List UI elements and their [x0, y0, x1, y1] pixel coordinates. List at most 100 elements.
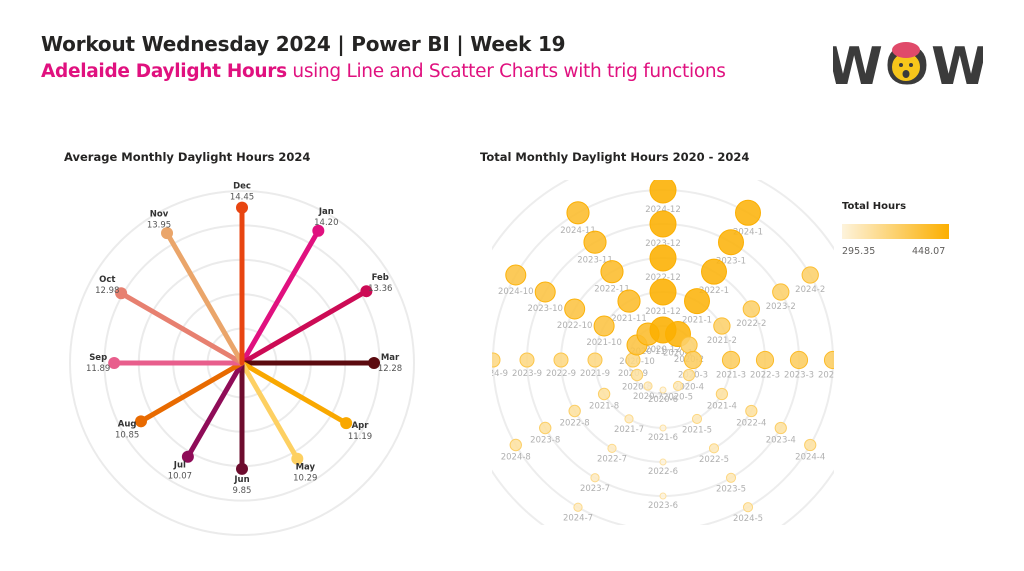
- radial-point-aug[interactable]: [134, 415, 147, 428]
- scatter-point-label: 2024-4: [795, 453, 825, 463]
- emoji-explosion-icon: [892, 42, 920, 58]
- radial-point-jul[interactable]: [181, 450, 194, 463]
- scatter-bubble[interactable]: [607, 443, 617, 453]
- scatter-bubble[interactable]: [742, 300, 760, 318]
- scatter-bubble[interactable]: [649, 180, 677, 204]
- radial-line-feb[interactable]: [239, 288, 369, 366]
- radial-point-sep[interactable]: [108, 357, 121, 369]
- radial-line-nov[interactable]: [164, 230, 245, 366]
- scatter-bubble[interactable]: [659, 424, 667, 432]
- scatter-bubble[interactable]: [590, 473, 600, 483]
- scatter-point-label: 2024-7: [563, 513, 593, 523]
- scatter-bubble[interactable]: [649, 210, 677, 238]
- scatter-bubble[interactable]: [534, 281, 556, 303]
- scatter-point-label: 2022-7: [597, 454, 627, 464]
- scatter-bubble[interactable]: [597, 387, 611, 401]
- scatter-point-label: 2024-12: [645, 205, 681, 215]
- scatter-point-label: 2024-10: [498, 287, 534, 297]
- radial-month-label: Apr: [352, 421, 370, 431]
- scatter-point-label: 2020-1: [663, 349, 693, 359]
- scatter-point-label: 2024-3: [818, 371, 834, 381]
- scatter-bubble[interactable]: [701, 258, 727, 285]
- subtitle-highlight: Adelaide Daylight Hours: [41, 61, 287, 82]
- radial-point-jan[interactable]: [312, 224, 325, 237]
- radial-month-label: Oct: [99, 275, 115, 285]
- scatter-point-label: 2023-4: [766, 436, 796, 446]
- scatter-bubble[interactable]: [659, 492, 667, 500]
- scatter-bubble[interactable]: [553, 352, 569, 368]
- scatter-bubble[interactable]: [600, 260, 624, 284]
- scatter-bubble[interactable]: [659, 458, 667, 466]
- scatter-bubble[interactable]: [801, 266, 819, 284]
- legend-title: Total Hours: [842, 201, 907, 212]
- scatter-bubble[interactable]: [505, 264, 527, 286]
- scatter-bubble[interactable]: [680, 336, 698, 354]
- radial-point-nov[interactable]: [161, 227, 174, 240]
- scatter-bubble[interactable]: [624, 414, 634, 424]
- scatter-point-label: 2021-7: [614, 425, 644, 435]
- scatter-bubble[interactable]: [492, 352, 501, 368]
- radial-point-mar[interactable]: [368, 357, 381, 369]
- scatter-bubble[interactable]: [708, 443, 720, 454]
- scatter-bubble[interactable]: [672, 380, 684, 392]
- radial-point-dec[interactable]: [236, 201, 248, 214]
- radial-point-oct[interactable]: [115, 287, 128, 300]
- scatter-bubble[interactable]: [643, 381, 653, 391]
- radial-point-apr[interactable]: [340, 417, 353, 430]
- scatter-bubble[interactable]: [715, 387, 729, 401]
- scatter-bubble[interactable]: [649, 278, 677, 306]
- scatter-bubble[interactable]: [713, 317, 731, 335]
- scatter-bubble[interactable]: [539, 421, 552, 435]
- scatter-bubble[interactable]: [735, 199, 761, 226]
- scatter-point-label: 2023-12: [645, 239, 681, 249]
- radial-month-label: Feb: [372, 273, 389, 283]
- radial-value-label: 10.29: [293, 474, 317, 484]
- radial-line-oct[interactable]: [118, 290, 245, 366]
- scatter-bubble[interactable]: [772, 283, 790, 301]
- scatter-bubble[interactable]: [566, 201, 590, 225]
- scatter-bubble[interactable]: [617, 289, 641, 313]
- radial-value-label: 11.89: [86, 364, 110, 374]
- scatter-bubble[interactable]: [755, 350, 775, 370]
- scatter-point-label: 2022-12: [645, 273, 681, 283]
- scatter-point-label: 2024-9: [492, 369, 508, 379]
- scatter-bubble[interactable]: [568, 404, 581, 418]
- scatter-point-label: 2021-8: [589, 402, 619, 412]
- scatter-bubble[interactable]: [573, 502, 583, 512]
- scatter-bubble[interactable]: [691, 413, 703, 424]
- scatter-point-label: 2024-11: [560, 226, 596, 236]
- radial-line-may[interactable]: [239, 360, 300, 462]
- scatter-bubble[interactable]: [649, 244, 677, 272]
- radial-line-jul[interactable]: [185, 360, 245, 460]
- radial-point-may[interactable]: [291, 452, 304, 465]
- scatter-bubble[interactable]: [774, 421, 787, 435]
- scatter-bubble[interactable]: [519, 352, 535, 368]
- scatter-bubble[interactable]: [649, 316, 677, 344]
- scatter-bubble[interactable]: [823, 350, 834, 370]
- scatter-bubble[interactable]: [583, 230, 607, 254]
- subtitle-rest: using Line and Scatter Charts with trig …: [286, 61, 726, 82]
- scatter-bubble[interactable]: [659, 386, 667, 394]
- scatter-bubble[interactable]: [630, 368, 644, 382]
- scatter-bubble[interactable]: [721, 350, 741, 370]
- wow-logo: WOW: [833, 37, 983, 94]
- scatter-bubble[interactable]: [684, 288, 710, 315]
- scatter-bubble[interactable]: [804, 438, 817, 452]
- scatter-bubble[interactable]: [682, 368, 696, 382]
- radial-line-aug[interactable]: [138, 360, 245, 424]
- scatter-bubble[interactable]: [593, 315, 615, 337]
- radial-line-jan[interactable]: [239, 228, 321, 366]
- scatter-bubble[interactable]: [742, 502, 754, 513]
- scatter-bubble[interactable]: [789, 350, 809, 370]
- radial-point-jun[interactable]: [236, 462, 248, 475]
- scatter-bubble[interactable]: [587, 352, 603, 368]
- scatter-bubble[interactable]: [745, 404, 758, 418]
- scatter-bubble[interactable]: [725, 472, 737, 483]
- scatter-bubble[interactable]: [683, 350, 703, 370]
- scatter-bubble[interactable]: [509, 438, 522, 452]
- scatter-bubble[interactable]: [718, 229, 744, 256]
- scatter-point-label: 2022-9: [546, 369, 576, 379]
- scatter-bubble[interactable]: [564, 298, 586, 320]
- radial-line-apr[interactable]: [239, 360, 349, 426]
- radial-point-feb[interactable]: [360, 285, 373, 298]
